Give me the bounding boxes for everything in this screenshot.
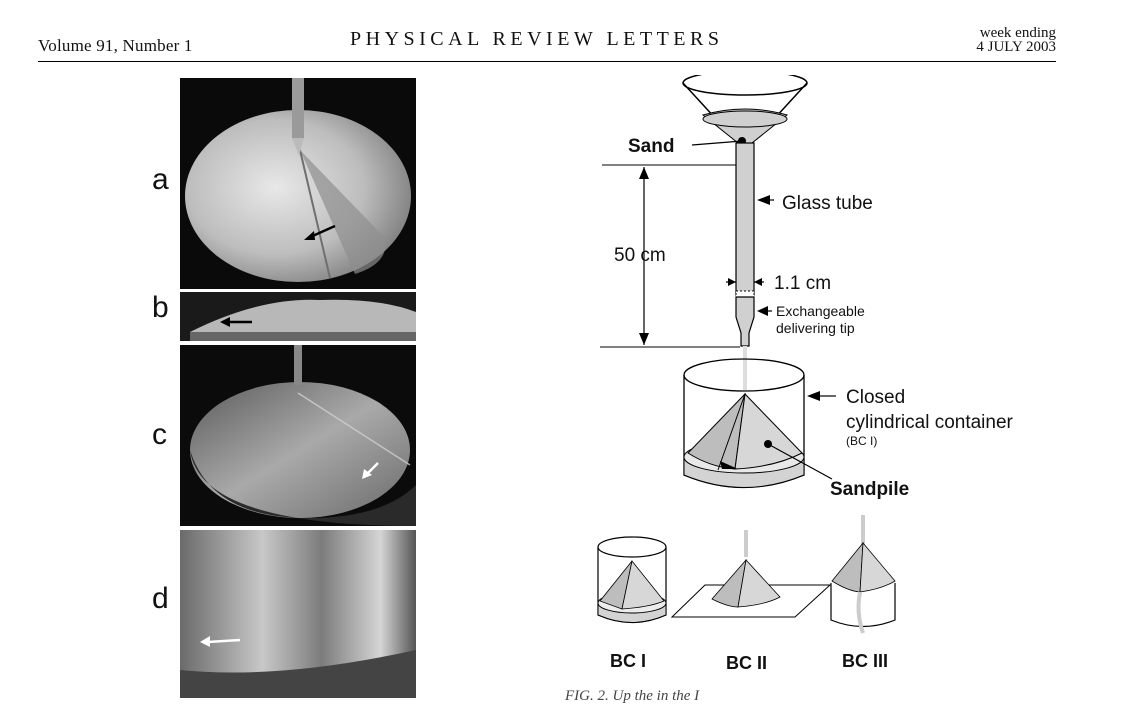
bc2-illustration [670,530,832,618]
apparatus-diagram: Sand Glass tube 50 cm 1.1 cm Exchangeabl… [597,75,1014,673]
photo-panel-b [180,292,416,341]
delivering-tip [735,296,755,347]
bc1-label: BC I [610,651,646,671]
bc3-label: BC III [842,651,888,671]
diameter-label: 1.1 cm [774,273,831,294]
figure-caption: FIG. 2. Up the in the I [565,688,700,704]
panel-label-c: c [152,418,167,451]
photo-panel-d [180,530,416,698]
container-label-line2: cylindrical container [846,412,1014,433]
funnel [682,75,808,96]
panel-label-a: a [152,163,169,196]
bc1-illustration [597,536,667,624]
date-label: 4 JULY 2003 [976,39,1056,55]
glass-tube-label: Glass tube [782,193,873,214]
container-label-line3: (BC I) [846,434,877,448]
panel-label-d: d [152,582,169,615]
height-label: 50 cm [614,245,666,266]
arrow-icon [207,638,241,644]
glass-tube [735,142,755,296]
tip-label-line1: Exchangeable [776,303,865,319]
sand-label: Sand [628,136,674,157]
bc2-label: BC II [726,653,767,673]
journal-title: PHYSICAL REVIEW LETTERS [350,28,724,50]
tip-label-line2: delivering tip [776,320,855,336]
sandpile-label: Sandpile [830,479,909,500]
header-rule [38,61,1056,62]
volume-number: Volume 91, Number 1 [38,36,193,55]
issue-date: week ending 4 JULY 2003 [976,25,1056,55]
container-label-line1: Closed [846,387,905,408]
week-ending-label: week ending [979,25,1056,41]
bc3-illustration [830,515,896,634]
photo-panel-a [180,78,416,289]
photo-panel-c [180,345,416,526]
panel-label-b: b [152,291,169,324]
cylindrical-container [683,358,805,489]
